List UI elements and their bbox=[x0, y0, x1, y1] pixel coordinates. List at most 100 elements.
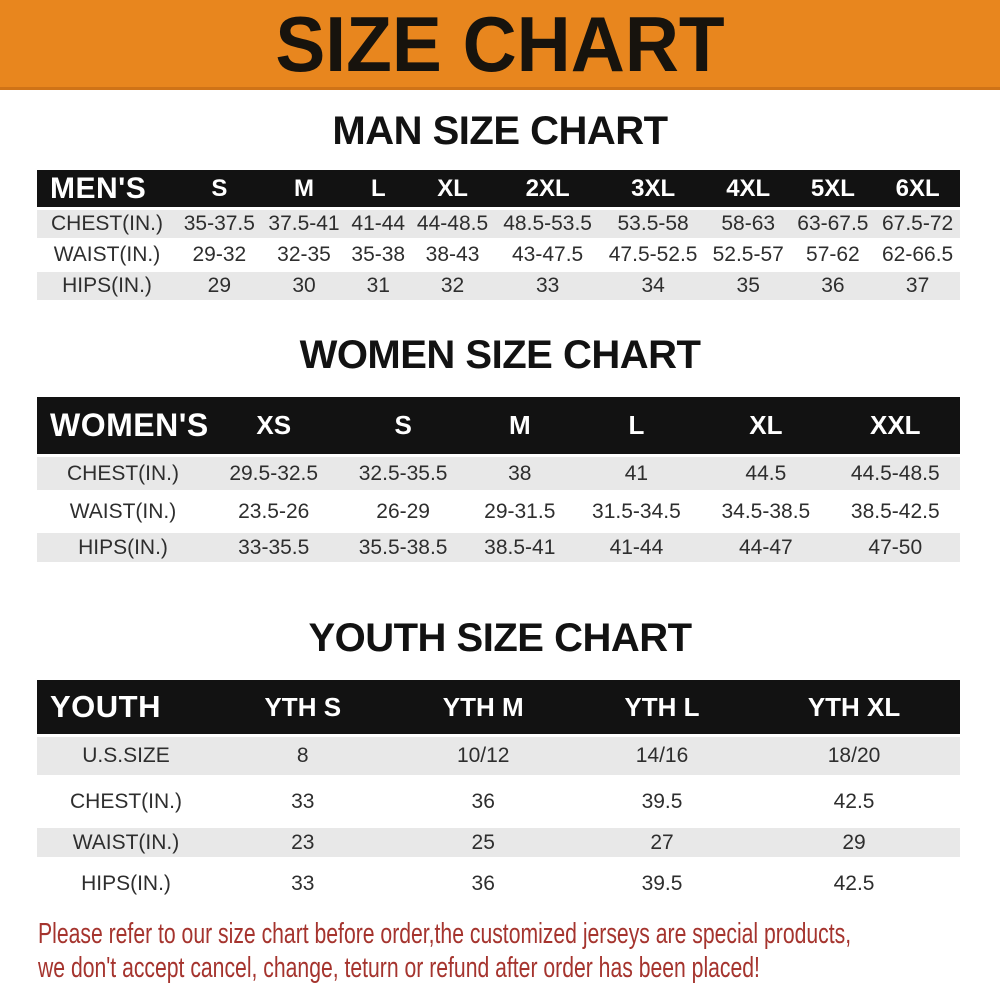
row-label: CHEST(IN.) bbox=[37, 775, 215, 816]
size-value-cell: 42.5 bbox=[748, 775, 960, 816]
size-value-cell: 37.5-41 bbox=[261, 207, 347, 238]
size-value-cell: 29.5-32.5 bbox=[209, 454, 339, 490]
row-label: HIPS(IN.) bbox=[37, 269, 177, 300]
size-column-header: S bbox=[338, 397, 468, 454]
size-value-cell: 36 bbox=[390, 775, 576, 816]
size-value-cell: 25 bbox=[390, 816, 576, 857]
size-value-cell: 23 bbox=[215, 816, 391, 857]
table-header-row: WOMEN'S XS S M L XL XXL bbox=[37, 397, 960, 454]
women-size-table: WOMEN'S XS S M L XL XXL CHEST(IN.) 29.5-32.5 32.5… bbox=[37, 397, 960, 562]
table-row: HIPS(IN.) 33-35.5 35.5-38.5 38.5-41 41-44 44-… bbox=[37, 526, 960, 562]
size-column-header: 3XL bbox=[600, 170, 706, 207]
size-value-cell: 35-37.5 bbox=[177, 207, 262, 238]
size-column-header: 5XL bbox=[790, 170, 876, 207]
size-value-cell: 14/16 bbox=[575, 734, 749, 775]
women-size-chart-heading: WOMEN SIZE CHART bbox=[299, 333, 701, 377]
size-value-cell: 63-67.5 bbox=[790, 207, 876, 238]
table-header-row: YOUTH YTH S YTH M YTH L YTH XL bbox=[37, 680, 960, 734]
size-value-cell: 36 bbox=[390, 857, 576, 898]
size-value-cell: 34.5-38.5 bbox=[701, 490, 831, 526]
size-value-cell: 30 bbox=[261, 269, 347, 300]
size-value-cell: 52.5-57 bbox=[705, 238, 791, 269]
table-row: HIPS(IN.) 29 30 31 32 33 34 35 36 37 bbox=[37, 269, 960, 300]
size-column-header: L bbox=[346, 170, 411, 207]
size-value-cell: 10/12 bbox=[390, 734, 576, 775]
table-corner-label: WOMEN'S bbox=[37, 397, 209, 454]
table-row: WAIST(IN.) 23.5-26 26-29 29-31.5 31.5-34.5 34… bbox=[37, 490, 960, 526]
table-row: CHEST(IN.) 35-37.5 37.5-41 41-44 44-48.5 48.5… bbox=[37, 207, 960, 238]
disclaimer-line: Please refer to our size chart before or… bbox=[38, 918, 852, 950]
size-value-cell: 42.5 bbox=[748, 857, 960, 898]
size-column-header: 4XL bbox=[705, 170, 791, 207]
table-row: WAIST(IN.) 29-32 32-35 35-38 38-43 43-47.5 47.… bbox=[37, 238, 960, 269]
banner-title: SIZE CHART bbox=[275, 0, 725, 88]
size-column-header: YTH S bbox=[215, 680, 391, 734]
men-section: MAN SIZE CHART MEN'S S M L XL 2XL 3XL 4XL 5XL 6XL… bbox=[0, 110, 1000, 300]
table-row: HIPS(IN.) 33 36 39.5 42.5 bbox=[37, 857, 960, 898]
size-column-header: XL bbox=[410, 170, 495, 207]
row-label: CHEST(IN.) bbox=[37, 207, 177, 238]
size-value-cell: 38.5-41 bbox=[467, 526, 572, 562]
size-value-cell: 29-31.5 bbox=[467, 490, 572, 526]
size-column-header: YTH L bbox=[575, 680, 749, 734]
size-value-cell: 35 bbox=[705, 269, 791, 300]
size-column-header: YTH XL bbox=[748, 680, 960, 734]
size-value-cell: 33 bbox=[215, 775, 391, 816]
size-value-cell: 41-44 bbox=[346, 207, 411, 238]
size-column-header: M bbox=[261, 170, 347, 207]
size-value-cell: 44.5 bbox=[701, 454, 831, 490]
size-value-cell: 48.5-53.5 bbox=[494, 207, 601, 238]
size-value-cell: 34 bbox=[600, 269, 706, 300]
row-label: WAIST(IN.) bbox=[37, 816, 215, 857]
disclaimer-text: Please refer to our size chart before or… bbox=[38, 917, 852, 985]
size-value-cell: 23.5-26 bbox=[209, 490, 339, 526]
size-value-cell: 33 bbox=[494, 269, 601, 300]
size-value-cell: 44-47 bbox=[701, 526, 831, 562]
size-value-cell: 43-47.5 bbox=[494, 238, 601, 269]
size-value-cell: 31 bbox=[346, 269, 411, 300]
size-value-cell: 38 bbox=[467, 454, 572, 490]
size-value-cell: 53.5-58 bbox=[600, 207, 706, 238]
size-column-header: XXL bbox=[830, 397, 960, 454]
size-value-cell: 37 bbox=[875, 269, 960, 300]
row-label: U.S.SIZE bbox=[37, 734, 215, 775]
row-label: HIPS(IN.) bbox=[37, 857, 215, 898]
size-value-cell: 67.5-72 bbox=[875, 207, 960, 238]
size-column-header: 6XL bbox=[875, 170, 960, 207]
size-value-cell: 32-35 bbox=[261, 238, 347, 269]
size-value-cell: 29-32 bbox=[177, 238, 262, 269]
size-value-cell: 31.5-34.5 bbox=[571, 490, 702, 526]
size-column-header: M bbox=[467, 397, 572, 454]
size-value-cell: 32 bbox=[410, 269, 495, 300]
size-chart-banner: SIZE CHART bbox=[0, 0, 1000, 90]
size-value-cell: 57-62 bbox=[790, 238, 876, 269]
size-value-cell: 62-66.5 bbox=[875, 238, 960, 269]
man-size-chart-heading: MAN SIZE CHART bbox=[332, 109, 668, 153]
size-value-cell: 38.5-42.5 bbox=[830, 490, 960, 526]
size-value-cell: 26-29 bbox=[338, 490, 468, 526]
table-corner-label: YOUTH bbox=[37, 680, 215, 734]
size-value-cell: 47.5-52.5 bbox=[600, 238, 706, 269]
size-value-cell: 35-38 bbox=[346, 238, 411, 269]
size-value-cell: 27 bbox=[575, 816, 749, 857]
row-label: CHEST(IN.) bbox=[37, 454, 209, 490]
size-column-header: XS bbox=[209, 397, 339, 454]
size-value-cell: 58-63 bbox=[705, 207, 791, 238]
row-label: WAIST(IN.) bbox=[37, 490, 209, 526]
table-row: U.S.SIZE 8 10/12 14/16 18/20 bbox=[37, 734, 960, 775]
row-label: HIPS(IN.) bbox=[37, 526, 209, 562]
size-value-cell: 41-44 bbox=[571, 526, 702, 562]
size-value-cell: 18/20 bbox=[748, 734, 960, 775]
youth-section: YOUTH SIZE CHART YOUTH YTH S YTH M YTH L YTH… bbox=[0, 617, 1000, 898]
size-value-cell: 36 bbox=[790, 269, 876, 300]
youth-size-chart-heading: YOUTH SIZE CHART bbox=[308, 616, 692, 660]
size-value-cell: 35.5-38.5 bbox=[338, 526, 468, 562]
men-size-table: MEN'S S M L XL 2XL 3XL 4XL 5XL 6XL CHEST(IN.) 35-37… bbox=[37, 170, 960, 300]
disclaimer-line: we don't accept cancel, change, teturn o… bbox=[38, 952, 760, 984]
size-value-cell: 44.5-48.5 bbox=[830, 454, 960, 490]
size-value-cell: 47-50 bbox=[830, 526, 960, 562]
row-label: WAIST(IN.) bbox=[37, 238, 177, 269]
size-value-cell: 39.5 bbox=[575, 775, 749, 816]
table-row: CHEST(IN.) 33 36 39.5 42.5 bbox=[37, 775, 960, 816]
table-row: CHEST(IN.) 29.5-32.5 32.5-35.5 38 41 44.5 44.5… bbox=[37, 454, 960, 490]
